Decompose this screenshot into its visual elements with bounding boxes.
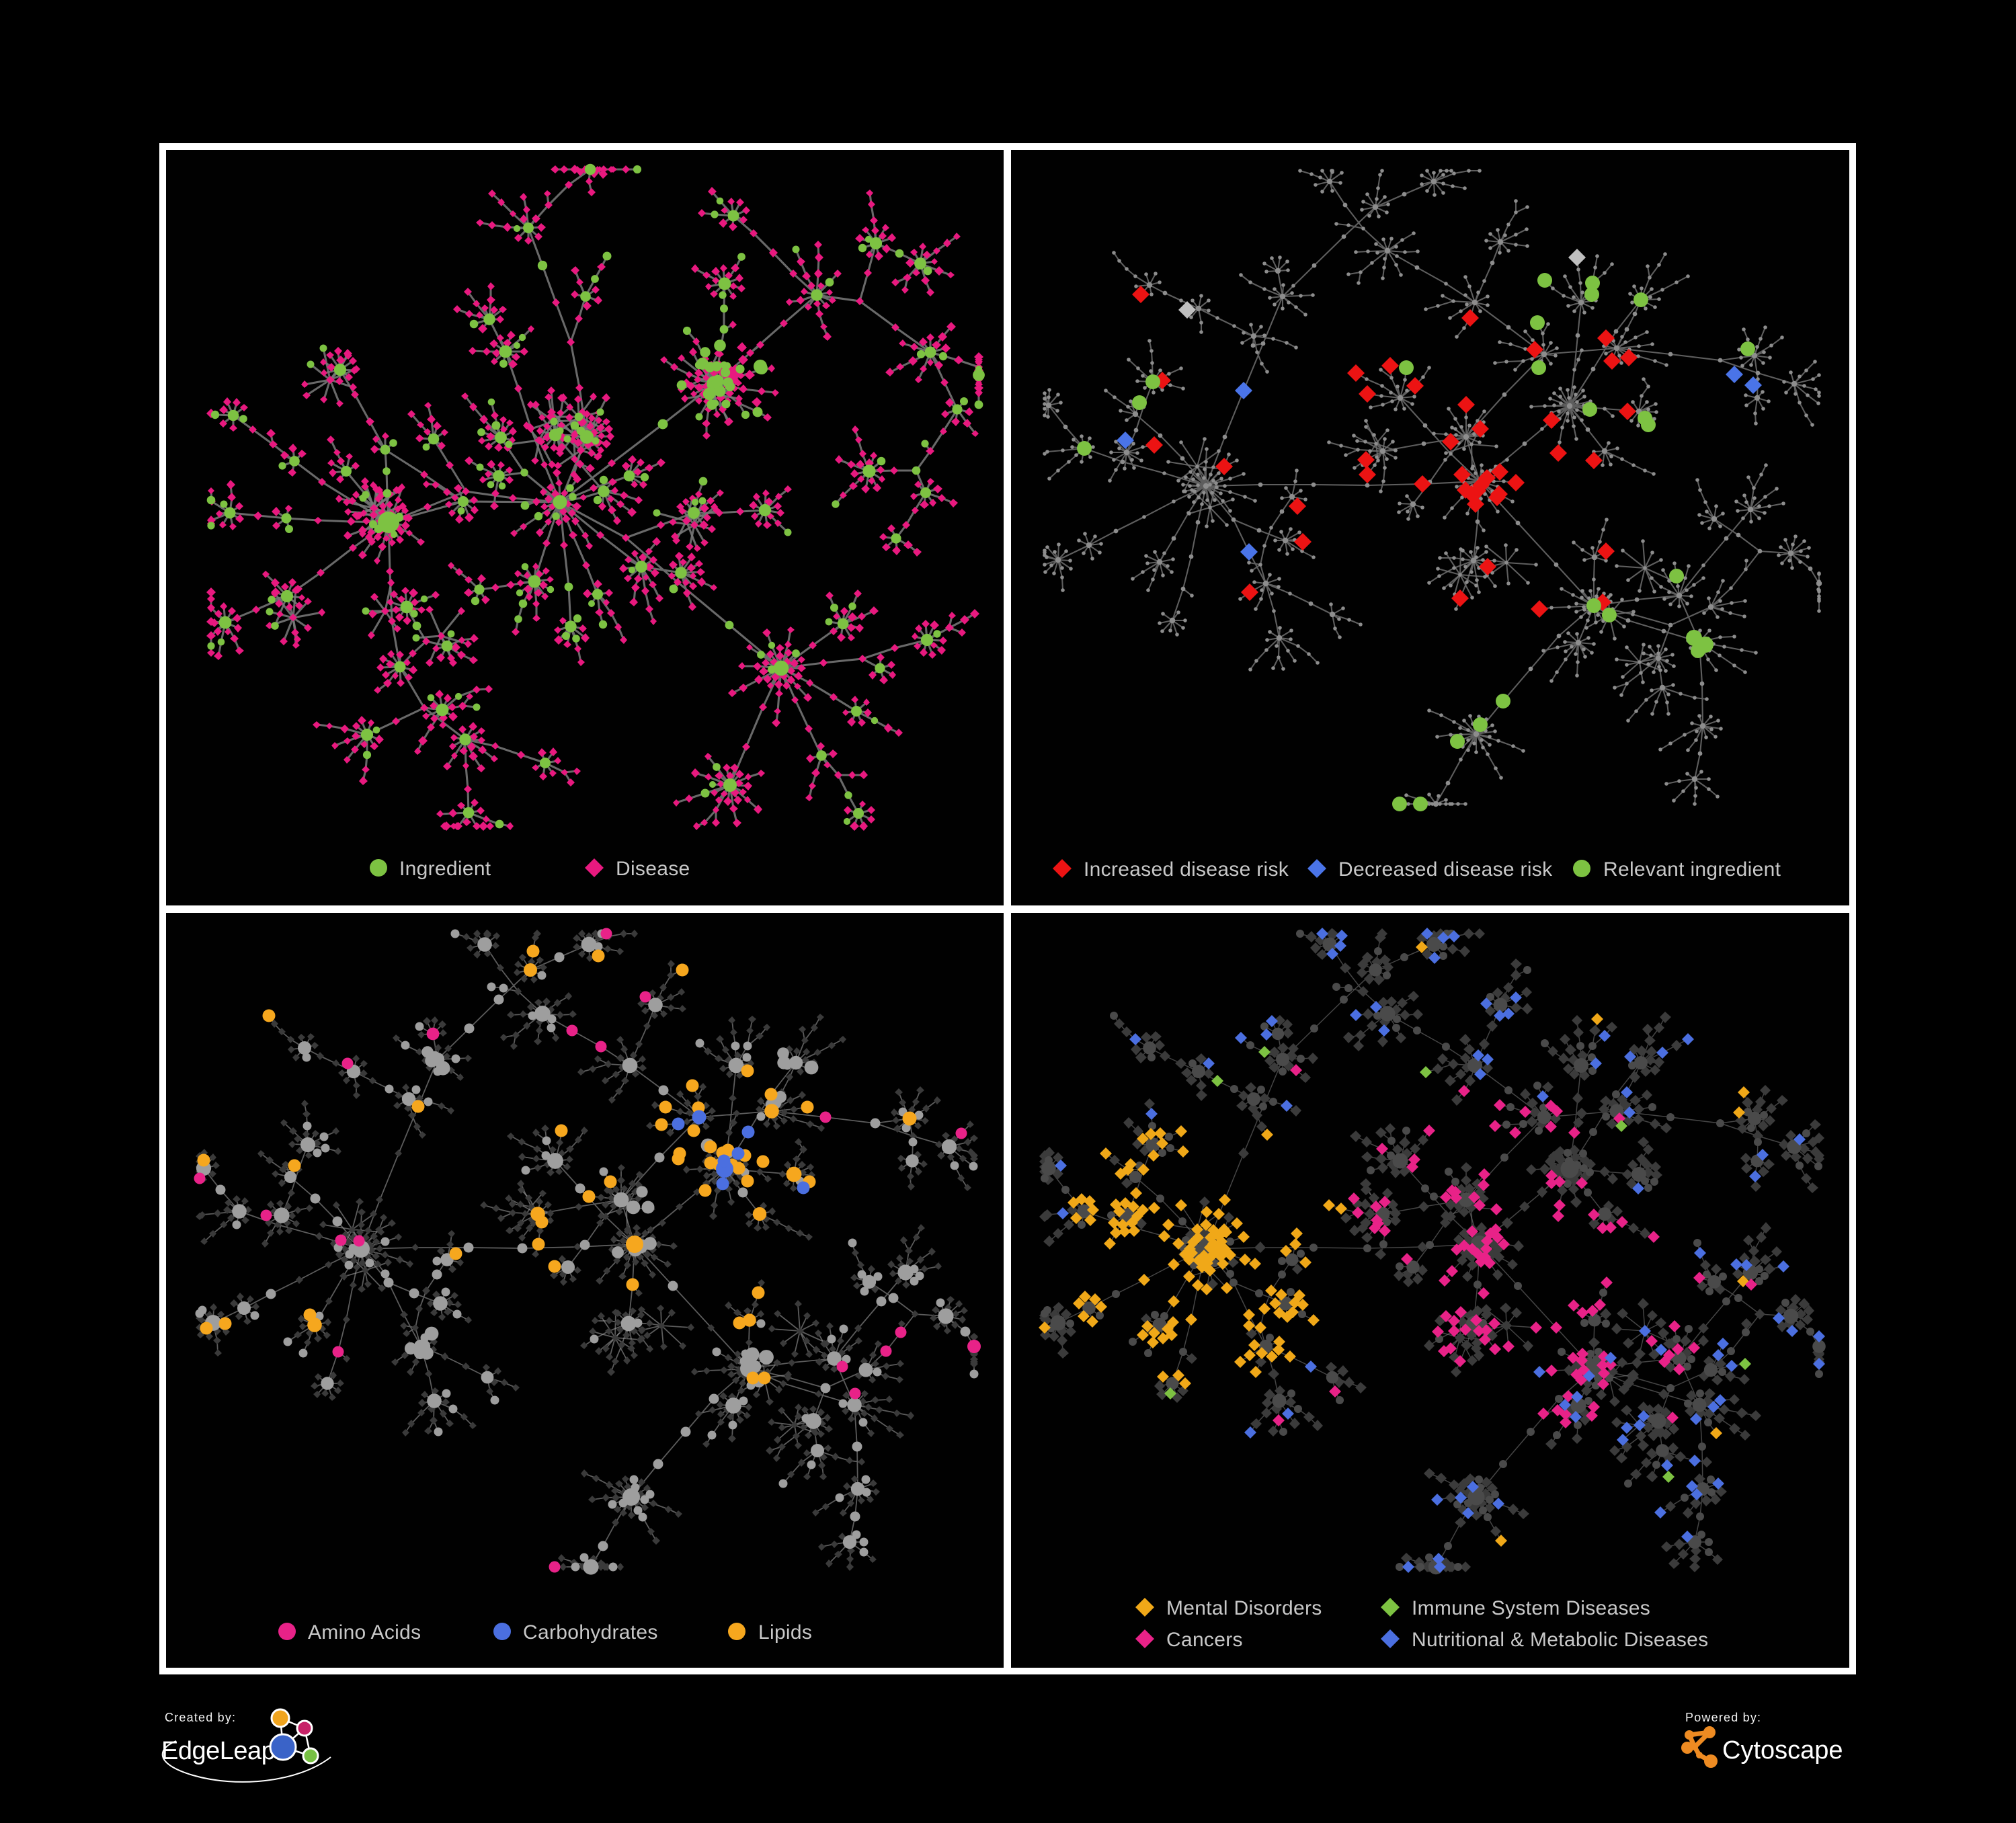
svg-text:Decreased disease risk: Decreased disease risk xyxy=(1338,858,1553,881)
svg-text:Lipids: Lipids xyxy=(758,1621,812,1644)
svg-text:Cytoscape: Cytoscape xyxy=(1722,1736,1843,1765)
svg-text:EdgeLeap: EdgeLeap xyxy=(161,1737,275,1765)
svg-text:Powered by:: Powered by: xyxy=(1685,1711,1761,1724)
svg-text:Cancers: Cancers xyxy=(1166,1629,1243,1651)
svg-text:Carbohydrates: Carbohydrates xyxy=(523,1621,658,1644)
svg-text:Increased disease risk: Increased disease risk xyxy=(1084,858,1289,881)
svg-text:Ingredient: Ingredient xyxy=(399,858,491,880)
svg-text:Nutritional & Metabolic Diseas: Nutritional & Metabolic Diseases xyxy=(1412,1629,1708,1651)
svg-text:Relevant ingredient: Relevant ingredient xyxy=(1603,858,1781,881)
svg-text:Created by:: Created by: xyxy=(165,1711,236,1724)
svg-text:Disease: Disease xyxy=(616,858,690,880)
svg-text:Mental Disorders: Mental Disorders xyxy=(1166,1597,1322,1619)
svg-text:Immune System Diseases: Immune System Diseases xyxy=(1412,1597,1650,1619)
svg-text:Amino Acids: Amino Acids xyxy=(308,1621,421,1644)
